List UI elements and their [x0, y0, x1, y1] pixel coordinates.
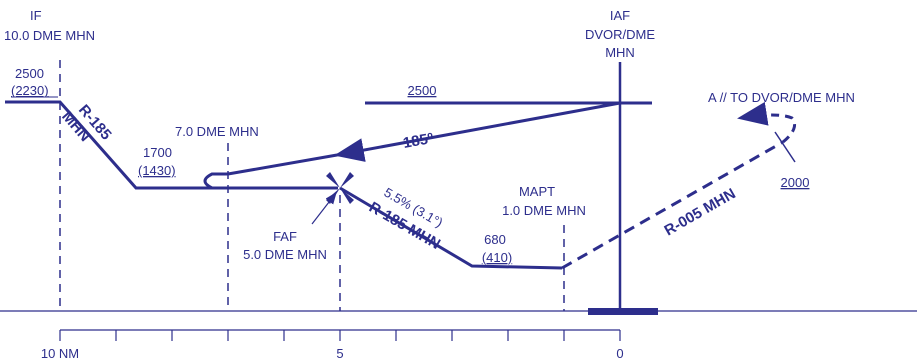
iaf-station-line2: MHN	[605, 45, 635, 60]
dvor-station-bar	[588, 308, 658, 315]
iaf-station-line1: DVOR/DME	[585, 27, 655, 42]
initial-radial-label: R-185 MHN	[58, 97, 117, 158]
final-approach-path	[339, 186, 563, 270]
scale-label-10nm: 10 NM	[41, 346, 79, 361]
procedure-turn-path	[203, 153, 338, 190]
dme7-label: 7.0 DME MHN	[175, 124, 259, 139]
dme7-altitude: 1700	[143, 145, 172, 160]
scale-label-5: 5	[336, 346, 343, 361]
iaf-altitude: 2500	[408, 83, 437, 98]
initial-descent-path	[5, 100, 228, 190]
faf-pointer-line	[311, 192, 337, 225]
distance-scale	[59, 329, 621, 341]
mapt-dme-label: 1.0 DME MHN	[502, 203, 586, 218]
missed-altitude-tick	[774, 131, 796, 163]
mda-height: (410)	[482, 250, 512, 265]
iaf-label: IAF	[610, 8, 630, 23]
mapt-label: MAPT	[519, 184, 555, 199]
missed-radial-label: R-005 MHN	[662, 185, 739, 239]
inbound-course-label: 185º	[402, 130, 436, 152]
mda-altitude: 680	[484, 232, 506, 247]
if-height: (2230)	[11, 83, 49, 98]
missed-altitude: 2000	[781, 175, 810, 190]
missed-instruction: A // TO DVOR/DME MHN	[708, 90, 855, 105]
dme7-height: (1430)	[138, 163, 176, 178]
inbound-course-line	[334, 101, 621, 162]
scale-label-0: 0	[616, 346, 623, 361]
if-dme-label: 10.0 DME MHN	[4, 28, 95, 43]
missed-approach-turn	[737, 101, 796, 144]
faf-dme-label: 5.0 DME MHN	[243, 247, 327, 262]
if-label: IF	[30, 8, 42, 23]
faf-label: FAF	[273, 229, 297, 244]
missed-approach-path	[561, 140, 784, 270]
if-altitude: 2500	[15, 66, 44, 81]
